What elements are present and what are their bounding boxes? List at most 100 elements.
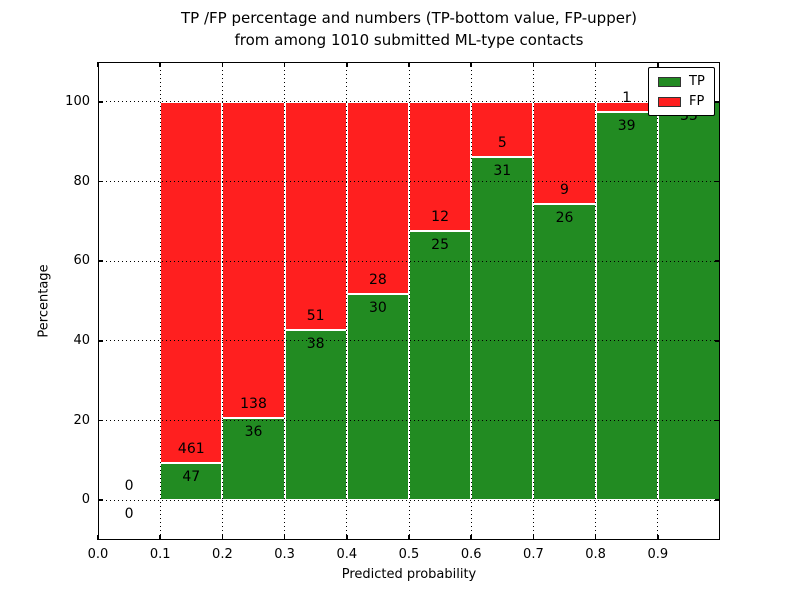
legend-item-tp: TP xyxy=(658,75,714,88)
v-gridline xyxy=(408,62,410,540)
fp-bar-segment xyxy=(284,101,347,331)
x-tick-mark xyxy=(283,535,286,540)
y-tick-label: 100 xyxy=(65,93,90,109)
v-gridline xyxy=(284,62,286,540)
x-tick-label: 0.7 xyxy=(523,547,544,562)
v-gridline xyxy=(470,62,472,540)
tp-count-label: 38 xyxy=(306,336,325,353)
x-tick-mark xyxy=(97,62,99,67)
fp-count-label: 9 xyxy=(560,182,569,199)
x-tick-mark xyxy=(532,62,535,67)
y-tick-mark xyxy=(715,340,720,342)
x-tick-mark xyxy=(408,62,410,67)
x-tick-mark xyxy=(221,62,224,67)
fp-count-label: 138 xyxy=(240,395,267,412)
tp-count-label: 39 xyxy=(617,117,636,134)
v-gridline xyxy=(221,62,223,540)
fp-bar-segment xyxy=(222,101,285,418)
tp-bar-segment xyxy=(346,294,409,501)
x-tick-mark xyxy=(657,62,659,67)
v-gridline xyxy=(532,62,534,540)
fp-count-label: 28 xyxy=(368,272,387,289)
x-tick-label: 0.9 xyxy=(647,547,669,562)
v-gridline xyxy=(595,62,597,540)
plot-area: 004614713836513828301225531926139033 TP … xyxy=(97,62,720,540)
y-tick-mark xyxy=(715,180,720,183)
tp-bar-segment xyxy=(657,101,720,501)
fp-bar-segment xyxy=(160,101,223,464)
tp-bar-segment xyxy=(471,157,534,501)
fp-bar-segment xyxy=(409,101,472,232)
x-tick-label: 0.5 xyxy=(398,547,420,562)
fp-count-label: 461 xyxy=(177,441,205,458)
fp-bar-segment xyxy=(533,101,596,205)
tp-bar-segment xyxy=(409,231,472,501)
x-tick-mark xyxy=(159,62,161,67)
fp-count-label: 51 xyxy=(306,308,325,325)
x-tick-mark xyxy=(594,62,597,67)
x-tick-mark xyxy=(594,535,597,540)
tp-count-label: 25 xyxy=(431,237,450,254)
tp-bar-segment xyxy=(595,111,658,501)
x-tick-mark xyxy=(470,62,472,67)
y-tick-label: 0 xyxy=(81,492,90,508)
tp-count-label: 26 xyxy=(555,210,574,227)
y-tick-mark xyxy=(715,101,720,103)
v-gridline xyxy=(346,62,348,540)
fp-count-label: 0 xyxy=(124,478,134,495)
y-tick-mark xyxy=(98,499,103,501)
x-tick-label: 0.8 xyxy=(585,547,606,562)
tp-bar-segment xyxy=(222,417,285,501)
legend-label-tp: TP xyxy=(689,74,705,89)
tp-count-label: 31 xyxy=(493,163,512,180)
tp-count-label: 47 xyxy=(182,469,201,486)
v-gridline xyxy=(657,62,659,540)
fp-bar-segment xyxy=(346,101,409,295)
fp-bar-segment xyxy=(471,101,534,158)
fp-legend-swatch-icon xyxy=(658,96,681,107)
tp-count-label: 36 xyxy=(244,423,263,440)
x-tick-mark xyxy=(283,62,286,67)
y-tick-label: 80 xyxy=(73,173,90,189)
y-tick-mark xyxy=(715,419,720,422)
x-tick-label: 0.1 xyxy=(149,547,171,562)
x-tick-label: 0.2 xyxy=(212,547,233,562)
y-tick-label: 20 xyxy=(73,412,90,428)
x-tick-mark xyxy=(408,535,410,540)
x-tick-mark xyxy=(346,62,348,67)
tp-bar-segment xyxy=(533,204,596,501)
chart-title-line2: from among 1010 submitted ML-type contac… xyxy=(234,31,584,49)
x-axis-label: Predicted probability xyxy=(341,567,477,582)
y-tick-mark xyxy=(98,260,103,262)
x-tick-mark xyxy=(221,535,224,540)
legend: TP FP xyxy=(648,67,715,116)
y-tick-mark xyxy=(715,260,720,262)
x-tick-mark xyxy=(532,535,535,540)
x-tick-mark xyxy=(97,535,99,540)
fp-count-label: 12 xyxy=(431,209,450,226)
x-tick-label: 0.3 xyxy=(274,547,295,562)
y-tick-label: 60 xyxy=(73,253,90,269)
x-tick-mark xyxy=(159,535,161,540)
y-tick-mark xyxy=(715,499,720,501)
y-tick-label: 40 xyxy=(73,332,90,348)
y-axis-label: Percentage xyxy=(36,264,52,338)
y-tick-mark xyxy=(98,101,103,103)
y-tick-mark xyxy=(98,340,103,342)
fp-count-label: 1 xyxy=(622,89,632,106)
fp-count-label: 5 xyxy=(497,135,507,152)
x-tick-mark xyxy=(657,535,659,540)
tp-bar-segment xyxy=(284,330,347,501)
legend-item-fp: FP xyxy=(658,95,714,108)
tp-legend-swatch-icon xyxy=(658,76,681,87)
v-gridline xyxy=(159,62,161,540)
x-tick-label: 0.0 xyxy=(87,547,109,562)
tp-count-label: 0 xyxy=(124,506,134,523)
x-tick-label: 0.4 xyxy=(336,547,358,562)
x-tick-mark xyxy=(470,535,472,540)
chart-title-line1: TP /FP percentage and numbers (TP-bottom… xyxy=(181,9,637,27)
x-tick-label: 0.6 xyxy=(460,547,482,562)
y-tick-mark xyxy=(98,419,103,422)
tp-count-label: 30 xyxy=(368,300,387,317)
